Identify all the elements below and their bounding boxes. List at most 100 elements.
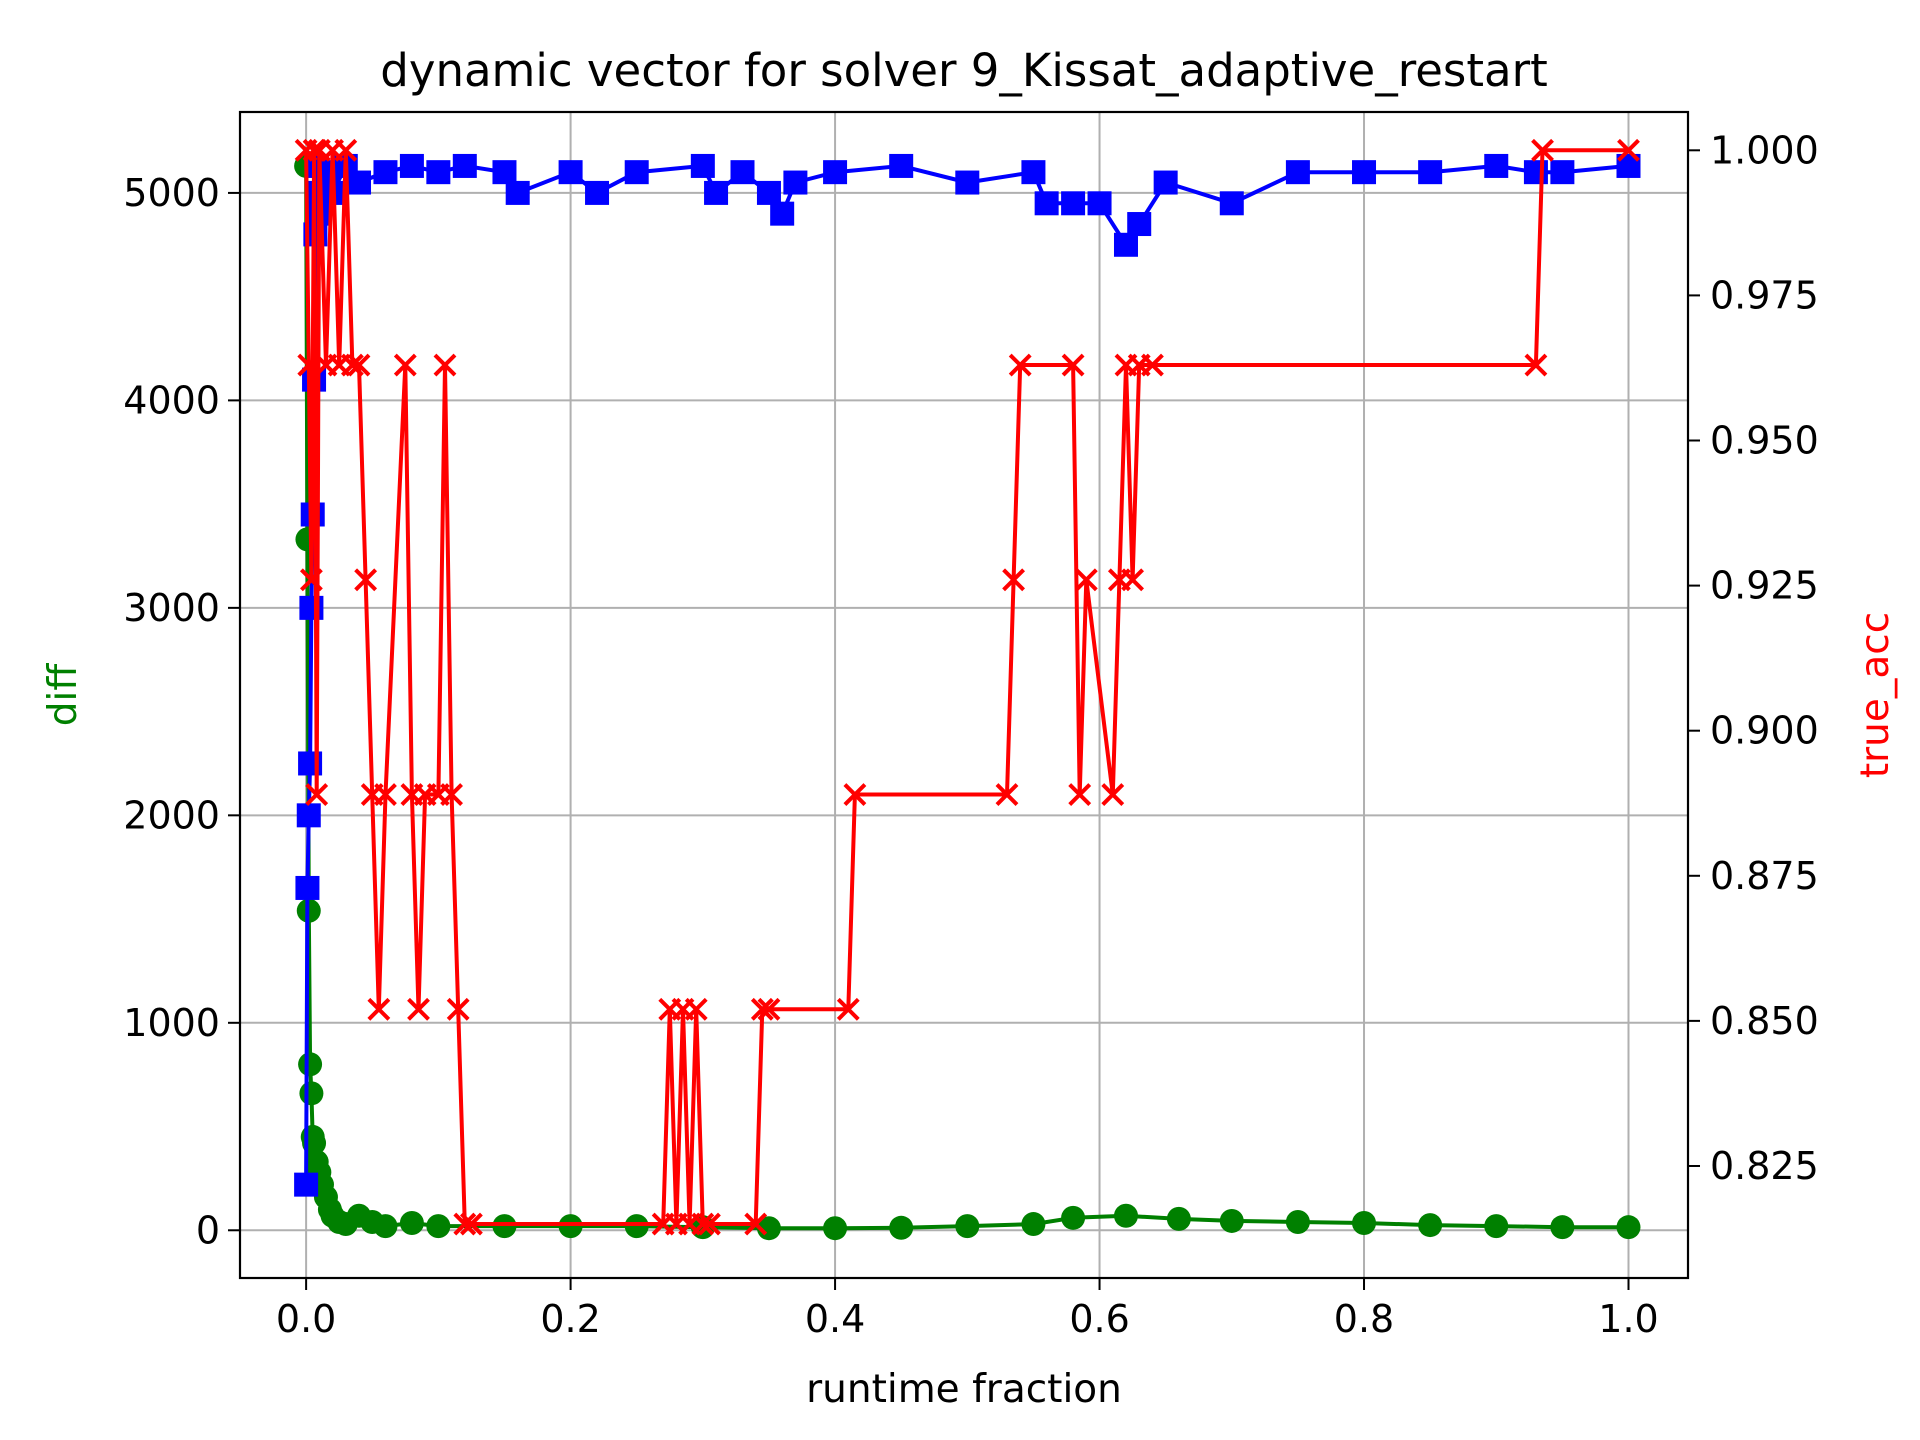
x-axis-title: runtime fraction [806,1367,1122,1412]
diff-point [1550,1215,1575,1240]
grid [240,112,1688,1278]
diff-point [298,1052,323,1077]
true_acc-point [1074,568,1098,592]
diff-point [756,1216,781,1241]
y2-tick-label: 0.875 [1710,854,1819,898]
true_acc-point [1531,138,1554,162]
true_acc-point [1008,353,1032,377]
true_acc-point [460,1212,483,1236]
diff-point [1021,1212,1046,1237]
blue-point [823,160,848,185]
blue-point [730,160,755,185]
blue-point [299,595,324,620]
blue-point [296,803,321,828]
blue-point [1034,191,1059,216]
true_acc-point [1002,568,1026,592]
y-tick-label: 0 [196,1208,220,1252]
true_acc-point [1068,783,1092,806]
true_acc-point [1121,568,1145,592]
blue-point [1484,153,1509,178]
true_acc-point [744,1212,768,1236]
true_acc-line [304,148,1629,1226]
x-tick-label: 0.2 [540,1297,600,1341]
blue-point [426,160,451,185]
diff-point [1418,1213,1443,1238]
y2-axis-title: true_acc [1853,612,1898,778]
y-tick-label: 5000 [123,171,220,215]
blue-point [955,170,980,195]
true_acc-point [393,353,417,377]
true_acc-point [302,138,326,162]
true_acc-point [684,997,708,1021]
blue-point [294,1172,319,1197]
true_acc-point [698,1212,721,1236]
diff-point [373,1214,398,1239]
diff-point [1285,1209,1310,1234]
true_acc-point [433,353,457,377]
y2-tick-label: 0.975 [1710,273,1819,317]
y2-tick-label: 0.900 [1710,709,1819,753]
diff-point [1166,1206,1191,1231]
true_acc-point [691,1212,715,1236]
diff-point [1616,1215,1641,1240]
y2-tick-label: 0.950 [1710,418,1819,462]
true_acc-point [367,997,391,1021]
blue-point [1127,212,1152,237]
diff-point [492,1214,517,1239]
true_acc-point [453,1212,477,1236]
blue-point [770,201,795,226]
blue-point [690,153,715,178]
chart-title: dynamic vector for solver 9_Kissat_adapt… [380,44,1548,97]
true_acc-point [334,138,358,162]
blue-point [1523,160,1548,185]
x-tick-label: 0.6 [1069,1297,1129,1341]
x-tick-label: 0.8 [1334,1297,1394,1341]
blue-point [1352,160,1377,185]
y-tick-label: 2000 [123,793,220,837]
diff-point [889,1215,914,1240]
x-tick-label: 0.4 [805,1297,865,1341]
y-tick-label: 1000 [123,1001,220,1045]
true_acc-point [440,783,463,806]
y-tick-label: 4000 [123,378,220,422]
true_acc-point [340,353,364,377]
blue-point [889,153,914,178]
true_acc-point [374,783,397,806]
diff-point [1113,1203,1138,1228]
true_acc-series [294,138,1640,1236]
true_acc-point [1061,353,1085,377]
diff-point [1352,1211,1377,1236]
x-tick-label: 1.0 [1598,1297,1658,1341]
blue-point [1418,160,1443,185]
blue-point [295,875,320,900]
true_acc-point [446,997,470,1021]
blue-point [1021,160,1046,185]
diff-point [558,1214,583,1239]
true_acc-point [354,568,378,592]
blue-point [558,160,583,185]
true_acc-point [750,997,774,1021]
blue-point [1550,160,1575,185]
axes-layer: 0.0 0.2 0.4 0.6 0.8 1.0 0 1000 2000 3000 4000 5000 0… [123,128,1819,1341]
blue-point [756,180,781,205]
true_acc-point [843,783,867,806]
series-layer [294,138,1641,1241]
blue-point [373,160,398,185]
true_acc-point [299,568,323,592]
true_acc-point [407,997,430,1021]
blue-point [585,180,610,205]
y-axis-title: diff [41,663,86,727]
diff-point [1061,1205,1086,1230]
blue-point [1219,191,1244,216]
y2-tick-label: 1.000 [1710,128,1819,172]
diff-point [1219,1208,1244,1233]
x-tick-label: 0.0 [276,1297,336,1341]
blue-point [624,160,649,185]
true_acc-point [1101,783,1125,806]
blue-point [347,170,372,195]
true_acc-point [836,997,860,1021]
true_acc-point [1141,353,1164,377]
true_acc-point [297,353,321,377]
true_acc-point [305,783,329,806]
